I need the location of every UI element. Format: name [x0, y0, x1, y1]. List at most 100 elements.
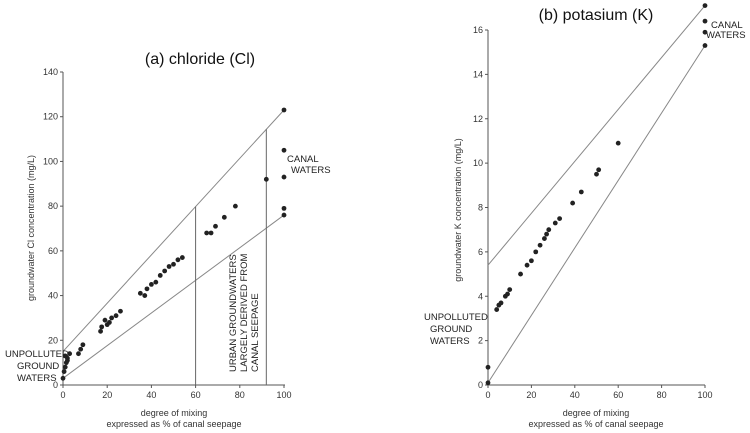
data-point [537, 242, 543, 248]
x-tick-label: 20 [526, 390, 536, 400]
data-point [60, 375, 66, 381]
y-tick-label: 60 [48, 246, 58, 256]
data-point [485, 364, 491, 370]
y-tick-label: 40 [48, 291, 58, 301]
data-point [166, 264, 172, 269]
data-point [171, 261, 176, 267]
data-point [80, 342, 86, 348]
data-point [213, 223, 218, 229]
panel-b-canal-label: CANAL WATERS [706, 20, 746, 41]
data-point [485, 380, 491, 386]
data-point [529, 258, 534, 264]
data-point [107, 320, 112, 325]
data-point [153, 279, 159, 285]
lower-envelope-line [487, 45, 706, 384]
data-point [98, 328, 103, 334]
data-point [76, 351, 81, 357]
data-point [518, 271, 523, 277]
x-tick-label: 40 [570, 390, 580, 400]
y-tick-label: 8 [478, 203, 483, 213]
data-point [702, 43, 708, 48]
data-point [702, 3, 708, 8]
panel-potassium: (b) potasium (K) 0 2 4 6 8 10 12 14 16 0 20 40 60 80… [424, 3, 746, 429]
data-point [281, 205, 287, 211]
upper-envelope-line [487, 5, 706, 266]
y-tick-label: 6 [478, 247, 483, 257]
panel-b-title: (b) potasium (K) [539, 7, 654, 24]
data-point [109, 315, 115, 321]
panel-a-x-axis-subtitle: expressed as % of canal seepage [106, 419, 241, 429]
data-point [494, 307, 500, 312]
data-point [281, 147, 287, 153]
y-tick-label: 0 [478, 380, 483, 390]
upper-envelope-line [62, 109, 285, 352]
panel-a-y-axis-title: groundwater Cl concentration (mg/L) [26, 155, 36, 301]
panel-b-canal-line-2: WATERS [706, 30, 746, 41]
panel-b-unpolluted-line-1: UNPOLLUTED [424, 312, 488, 323]
data-point [578, 189, 584, 195]
x-tick-label: 40 [146, 390, 156, 400]
data-point [524, 262, 530, 268]
panel-b-y-axis-title: groundwater K concentration (mg/L) [453, 138, 463, 282]
y-tick-label: 14 [473, 69, 483, 79]
data-point [99, 324, 105, 330]
y-tick-label: 2 [478, 336, 483, 346]
data-point [162, 268, 168, 274]
y-tick-label: 140 [43, 67, 58, 77]
x-tick-label: 60 [191, 390, 201, 400]
data-point [113, 313, 119, 319]
data-point [232, 203, 238, 209]
y-tick-label: 120 [43, 112, 58, 122]
data-point [78, 346, 84, 352]
panel-b-x-axis-title: degree of mixing [563, 408, 630, 418]
panel-b-y-ticks: 0 2 4 6 8 10 12 14 16 [473, 25, 488, 390]
panel-a-canal-line-1: CANAL [287, 154, 319, 165]
data-point [67, 351, 73, 357]
data-point [157, 273, 163, 278]
data-point [542, 236, 547, 241]
x-tick-label: 80 [235, 390, 245, 400]
data-point [175, 257, 181, 263]
y-tick-label: 80 [48, 201, 58, 211]
data-point [281, 174, 287, 180]
panel-b-x-axis-subtitle: expressed as % of canal seepage [528, 419, 663, 429]
data-point [144, 286, 150, 292]
y-tick-label: 100 [43, 156, 58, 166]
data-point [61, 369, 67, 374]
data-point [615, 140, 621, 146]
x-tick-label: 100 [697, 390, 712, 400]
data-point [596, 167, 602, 173]
data-point [557, 216, 563, 221]
panel-a-canal-label: CANAL WATERS [287, 154, 331, 176]
panel-a-unpolluted-line-2: GROUND [17, 361, 59, 372]
panel-b-unpolluted-line-2: GROUND [430, 324, 472, 335]
data-point [149, 281, 154, 287]
y-tick-label: 16 [473, 25, 483, 35]
panel-a-unpolluted-line-3: WATERS [17, 373, 57, 384]
lower-envelope-line [62, 214, 285, 379]
data-point [594, 171, 599, 177]
data-point [179, 255, 185, 260]
data-point [507, 287, 513, 292]
panel-b-x-ticks: 0 20 40 60 80 100 [485, 385, 713, 400]
data-point [62, 353, 68, 359]
x-tick-label: 60 [613, 390, 623, 400]
panel-a-unpolluted-label: UNPOLLUTED GROUND WATERS [5, 349, 69, 384]
data-point [65, 358, 70, 363]
panel-a-title: (a) chloride (Cl) [145, 51, 255, 68]
data-point [533, 249, 539, 255]
data-point [281, 212, 287, 218]
data-point [102, 317, 108, 323]
panel-a-points [60, 107, 287, 381]
data-point [263, 176, 269, 182]
y-tick-label: 4 [478, 291, 483, 301]
y-tick-label: 0 [53, 380, 58, 390]
panel-b-envelope [487, 5, 706, 384]
data-point [498, 300, 504, 306]
panel-a-vertical-markers [195, 129, 267, 385]
panel-a-y-ticks: 0 20 40 60 80 100 120 140 [43, 67, 63, 390]
data-point [544, 231, 549, 237]
panel-a-unpolluted-line-1: UNPOLLUTED [5, 349, 69, 360]
data-point [208, 230, 214, 236]
